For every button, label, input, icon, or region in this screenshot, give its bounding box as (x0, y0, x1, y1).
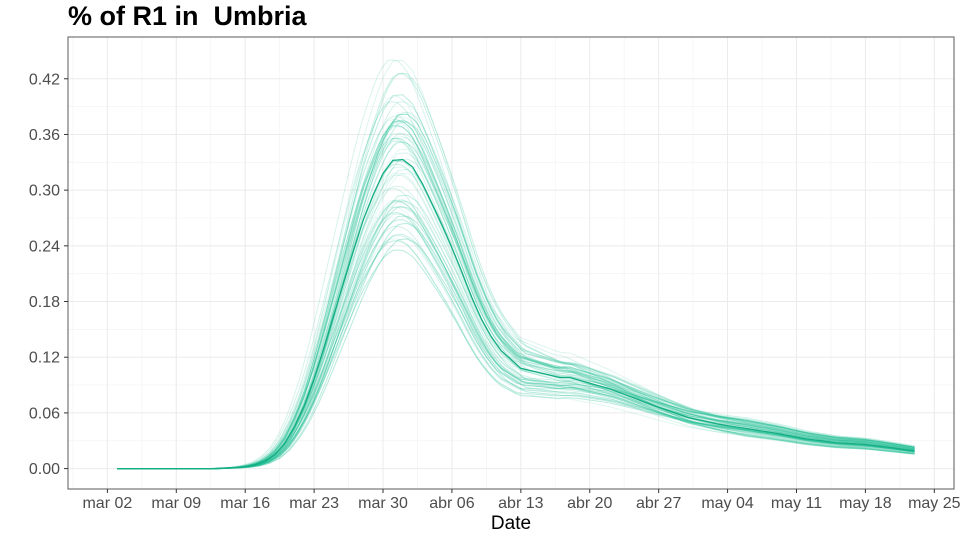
simulation-line (117, 152, 915, 470)
simulation-line (117, 200, 915, 470)
simulation-line (117, 174, 915, 470)
simulation-line (117, 73, 915, 470)
x-tick-label: abr 27 (636, 495, 681, 512)
series-group (117, 59, 915, 470)
grid-minor (68, 37, 954, 489)
simulation-line (117, 137, 915, 470)
central-series-line (117, 158, 915, 470)
simulation-line (117, 115, 915, 470)
x-tick-label: mar 30 (358, 495, 408, 512)
simulation-line (117, 113, 915, 470)
simulation-line (117, 163, 915, 470)
x-tick-label: mar 16 (220, 495, 270, 512)
simulation-line (117, 113, 915, 470)
x-tick-label: mar 09 (151, 495, 201, 512)
simulation-line (117, 132, 915, 470)
x-axis: mar 02 mar 09 mar 16 mar 23 mar 30 abr 06 abr … (82, 489, 960, 512)
simulation-line (117, 101, 915, 470)
y-tick-label: 0.36 (29, 127, 60, 144)
x-tick-label: may 04 (701, 495, 754, 512)
simulation-line (117, 194, 915, 470)
x-tick-label: abr 06 (429, 495, 474, 512)
x-tick-label: may 25 (908, 495, 960, 512)
simulation-line (117, 222, 915, 470)
y-tick-label: 0.42 (29, 71, 60, 88)
plot-border (67, 36, 955, 490)
simulation-line (117, 206, 915, 470)
simulation-line (117, 94, 915, 470)
x-tick-label: may 11 (771, 495, 822, 512)
grid-major (68, 37, 954, 489)
simulation-line (117, 72, 915, 470)
y-tick-label: 0.30 (29, 183, 60, 200)
x-tick-label: abr 20 (567, 495, 612, 512)
simulation-line (117, 125, 915, 470)
simulation-line (117, 121, 915, 470)
simulation-line (117, 168, 915, 470)
simulation-line (117, 95, 915, 470)
simulation-line (117, 120, 915, 470)
simulation-line (117, 158, 915, 470)
y-tick-label: 0.12 (29, 350, 60, 367)
y-tick-label: 0.24 (29, 238, 60, 255)
simulation-line (117, 172, 915, 470)
x-tick-label: mar 02 (82, 495, 132, 512)
simulation-line (117, 215, 915, 470)
simulation-line (117, 120, 915, 470)
y-tick-label: 0.18 (29, 294, 60, 311)
simulation-line (117, 137, 915, 470)
simulation-line (117, 118, 915, 470)
simulation-line (117, 187, 915, 470)
simulation-line (117, 111, 915, 470)
simulation-line (117, 233, 915, 470)
simulation-line (117, 138, 915, 470)
simulation-line (117, 59, 915, 470)
simulation-line (117, 219, 915, 470)
simulation-line (117, 141, 915, 470)
simulation-line (117, 124, 915, 470)
y-tick-label: 0.06 (29, 405, 60, 422)
simulation-line (117, 119, 915, 470)
x-tick-label: abr 13 (498, 495, 543, 512)
x-axis-title: Date (491, 513, 531, 534)
simulation-line (117, 148, 915, 470)
y-tick-label: 0.00 (29, 461, 60, 478)
simulation-line (117, 135, 915, 470)
x-tick-label: mar 23 (289, 495, 339, 512)
y-axis: 0.00 0.06 0.12 0.18 0.24 0.30 0.36 0.42 (29, 71, 68, 478)
simulation-line (117, 172, 915, 470)
simulation-line (117, 160, 915, 470)
simulation-line (117, 116, 915, 470)
simulation-line (117, 59, 915, 470)
x-tick-label: may 18 (839, 495, 892, 512)
simulation-line (117, 166, 915, 470)
simulation-line (117, 101, 915, 470)
simulation-line (117, 185, 915, 470)
chart-title: % of R1 in Umbria (68, 1, 307, 31)
